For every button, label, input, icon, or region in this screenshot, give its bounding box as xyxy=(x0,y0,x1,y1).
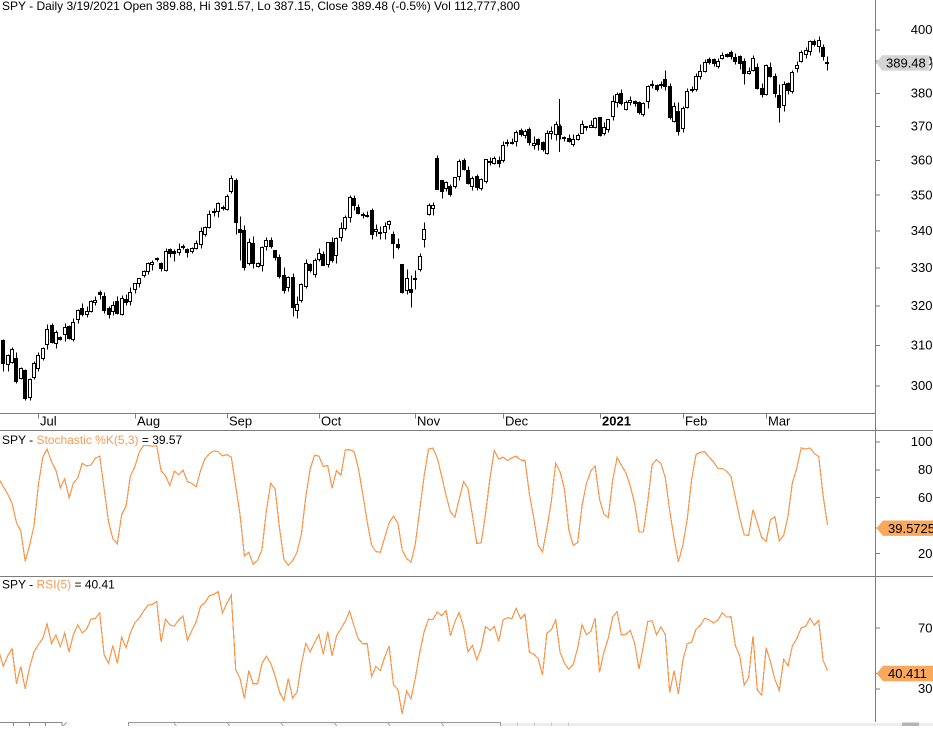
svg-text:320: 320 xyxy=(911,298,933,313)
svg-text:370: 370 xyxy=(911,119,933,134)
svg-text:380: 380 xyxy=(911,86,933,101)
svg-text:Feb: Feb xyxy=(685,413,707,428)
svg-text:40.411: 40.411 xyxy=(888,666,927,681)
svg-text:Dec: Dec xyxy=(505,413,529,428)
svg-text:Mar: Mar xyxy=(768,413,791,428)
svg-text:SPY - Stochastic %K(5,3) = 39.: SPY - Stochastic %K(5,3) = 39.57 xyxy=(2,433,183,447)
svg-text:360: 360 xyxy=(911,152,933,167)
svg-text:Sep: Sep xyxy=(229,413,252,428)
svg-text:330: 330 xyxy=(911,260,933,275)
svg-text:Jul: Jul xyxy=(40,413,57,428)
svg-text:30: 30 xyxy=(918,681,932,696)
svg-text:60: 60 xyxy=(918,490,932,505)
svg-text:39.5725: 39.5725 xyxy=(888,521,933,536)
svg-text:340: 340 xyxy=(911,223,933,238)
svg-text:310: 310 xyxy=(911,338,933,353)
svg-text:100: 100 xyxy=(911,434,933,449)
svg-text:Oct: Oct xyxy=(321,413,342,428)
svg-text:SPY - RSI(5) = 40.41: SPY - RSI(5) = 40.41 xyxy=(2,578,115,592)
svg-text:Aug: Aug xyxy=(137,413,160,428)
svg-text:2021: 2021 xyxy=(602,413,631,428)
svg-text:): ) xyxy=(929,56,933,71)
svg-text:80: 80 xyxy=(918,462,932,477)
svg-text:70: 70 xyxy=(918,620,932,635)
svg-text:350: 350 xyxy=(911,187,933,202)
svg-text:400: 400 xyxy=(911,22,933,37)
svg-text:20: 20 xyxy=(918,546,932,561)
svg-text:Nov: Nov xyxy=(417,413,441,428)
svg-text:SPY - Daily 3/19/2021 Open 389: SPY - Daily 3/19/2021 Open 389.88, Hi 39… xyxy=(2,0,520,13)
svg-text:389.48: 389.48 xyxy=(886,56,926,71)
svg-text:300: 300 xyxy=(911,378,933,393)
